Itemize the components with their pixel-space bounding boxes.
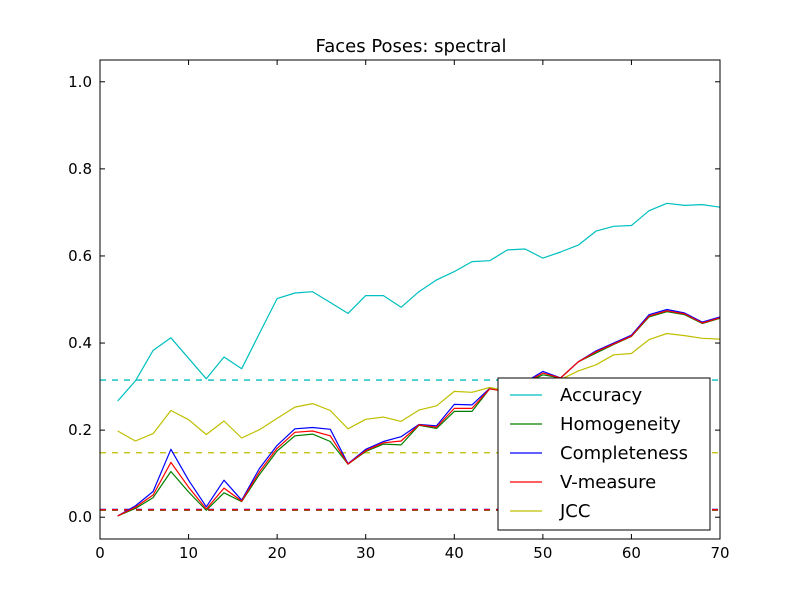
x-tick-label: 30 [356, 544, 375, 562]
accuracy-line [117, 202, 720, 402]
legend-label-homogeneity: Homogeneity [560, 414, 681, 435]
chart-title: Faces Poses: spectral [316, 36, 507, 57]
x-tick-label: 10 [179, 544, 198, 562]
y-tick-label: 0.4 [68, 334, 92, 352]
axes: 0 10 20 30 40 50 60 70 0.0 0.2 0.4 0.6 0.8 1.0 [68, 59, 730, 562]
y-tick-label: 1.0 [68, 73, 92, 91]
y-tick-label: 0.0 [68, 508, 92, 526]
y-tick-label: 0.2 [68, 421, 92, 439]
legend-label-v-measure: V-measure [560, 472, 656, 493]
y-tick-label: 0.8 [68, 160, 92, 178]
plot-frame [99, 59, 721, 540]
legend: Accuracy Homogeneity Completeness V-measure… [497, 377, 711, 531]
x-tick-label: 70 [710, 544, 729, 562]
legend-box [497, 377, 711, 531]
legend-label-completeness: Completeness [560, 443, 688, 464]
x-tick-label: 0 [95, 544, 105, 562]
jcc-line [117, 332, 720, 442]
y-tick-label: 0.6 [68, 247, 92, 265]
legend-label-jcc: JCC [559, 501, 590, 522]
x-tick-label: 20 [268, 544, 287, 562]
legend-label-accuracy: Accuracy [560, 385, 643, 406]
x-tick-label: 50 [533, 544, 552, 562]
x-tick-label: 60 [622, 544, 641, 562]
x-tick-label: 40 [445, 544, 464, 562]
v-measure-line [117, 310, 720, 517]
